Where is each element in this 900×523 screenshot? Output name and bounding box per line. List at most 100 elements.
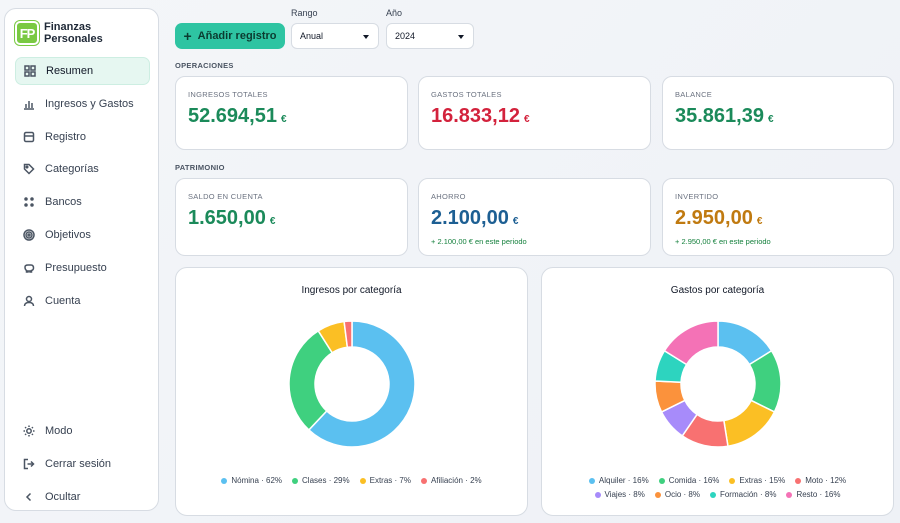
legend-dot — [588, 477, 595, 484]
add-record-button[interactable]: + Añadir registro — [175, 23, 285, 49]
legend-dot — [658, 477, 665, 484]
legend-label: Moto · 12% — [805, 476, 847, 485]
legend-item-afiliacion[interactable]: Afiliación · 2% — [420, 476, 482, 485]
legend-item-ocio[interactable]: Ocio · 8% — [654, 490, 700, 499]
year-select[interactable]: 2024 — [386, 23, 474, 49]
legend-item-moto[interactable]: Moto · 12% — [795, 476, 846, 485]
legend-item-extras[interactable]: Extras · 15% — [729, 476, 785, 485]
sidebar-item-modo[interactable]: Modo — [15, 417, 150, 445]
range-value: Anual — [300, 31, 324, 41]
card-label: AHORRO — [431, 192, 466, 201]
legend-item-alquiler[interactable]: Alquiler · 16% — [588, 476, 649, 485]
legend-dot — [359, 477, 366, 484]
sidebar-item-label: Ocultar — [45, 490, 81, 503]
card-label: GASTOS TOTALES — [431, 90, 502, 99]
sidebar-item-categorias[interactable]: Categorías — [15, 155, 150, 183]
gastos-totales-card: GASTOS TOTALES 16.833,12 € — [418, 76, 651, 150]
ingresos-legend: Nómina · 62% Clases · 29% Extras · 7% Afili… — [176, 476, 527, 490]
legend-dot — [221, 477, 228, 484]
legend-item-nomina[interactable]: Nómina · 62% — [221, 476, 282, 485]
gastos-donut-chart — [654, 320, 782, 448]
legend-row: Alquiler · 16% Comida · 16% Extras · 15% Mo… — [542, 476, 893, 485]
sidebar-item-resumen[interactable]: Resumen — [15, 57, 150, 85]
sidebar-item-objetivos[interactable]: Objetivos — [15, 221, 150, 249]
legend-row: Viajes · 8% Ocio · 8% Formación · 8% Resto … — [542, 490, 893, 499]
piggy-bank-icon — [23, 262, 35, 274]
gastos-legend: Alquiler · 16% Comida · 16% Extras · 15% Mo… — [542, 476, 893, 504]
sidebar-item-bancos[interactable]: Bancos — [15, 188, 150, 216]
section-patrimonio: PATRIMONIO — [175, 163, 225, 172]
user-icon — [23, 295, 35, 307]
sidebar-item-cuenta[interactable]: Cuenta — [15, 287, 150, 315]
legend-label: Alquiler · 16% — [598, 476, 649, 485]
legend-item-viajes[interactable]: Viajes · 8% — [594, 490, 645, 499]
sidebar: FP Finanzas Personales Resumen Ingresos … — [4, 8, 159, 511]
sidebar-item-label: Objetivos — [45, 228, 91, 241]
saldo-cuenta-value: 1.650,00 € — [188, 207, 276, 229]
legend-item-resto[interactable]: Resto · 16% — [786, 490, 840, 499]
ingresos-totales-card: INGRESOS TOTALES 52.694,51 € — [175, 76, 408, 150]
bar-chart-icon — [23, 98, 35, 110]
legend-row: Nómina · 62% Clases · 29% Extras · 7% Afili… — [176, 476, 527, 485]
ahorro-card: AHORRO 2.100,00 € + 2.100,00 € en este pe… — [418, 178, 651, 256]
year-value: 2024 — [395, 31, 416, 41]
chevron-down-icon — [363, 35, 369, 39]
legend-label: Formación · 8% — [719, 490, 777, 499]
add-record-label: Añadir registro — [197, 30, 277, 42]
sidebar-item-cerrar-sesion[interactable]: Cerrar sesión — [15, 450, 150, 478]
legend-dot — [729, 477, 736, 484]
legend-item-extras[interactable]: Extras · 7% — [359, 476, 411, 485]
slice-resto[interactable] — [663, 320, 719, 366]
slice-afiliacion[interactable] — [343, 320, 353, 349]
legend-dot — [420, 477, 427, 484]
sidebar-item-label: Registro — [45, 130, 86, 143]
legend-dot — [654, 491, 661, 498]
chart-title: Ingresos por categoría — [301, 285, 402, 296]
legend-item-comida[interactable]: Comida · 16% — [658, 476, 720, 485]
legend-item-clases[interactable]: Clases · 29% — [292, 476, 350, 485]
legend-dot — [594, 491, 601, 498]
balance-value: 35.861,39 € — [675, 105, 774, 127]
section-operaciones: OPERACIONES — [175, 61, 234, 70]
gastos-totales-value: 16.833,12 € — [431, 105, 530, 127]
legend-label: Nómina · 62% — [231, 476, 283, 485]
sidebar-item-label: Cerrar sesión — [45, 457, 112, 470]
saldo-cuenta-card: SALDO EN CUENTA 1.650,00 € — [175, 178, 408, 256]
sidebar-item-ingresos-gastos[interactable]: Ingresos y Gastos — [15, 90, 150, 118]
brand: FP Finanzas Personales — [15, 21, 124, 45]
chevron-down-icon — [458, 35, 464, 39]
sidebar-item-label: Resumen — [46, 65, 94, 77]
sidebar-item-presupuesto[interactable]: Presupuesto — [15, 254, 150, 282]
year-label: Año — [386, 8, 403, 18]
legend-dot — [292, 477, 299, 484]
legend-item-formacion[interactable]: Formación · 8% — [709, 490, 777, 499]
sidebar-item-label: Ingresos y Gastos — [45, 97, 134, 110]
sidebar-item-label: Presupuesto — [45, 261, 107, 274]
plus-icon: + — [183, 28, 192, 44]
legend-label: Afiliación · 2% — [430, 476, 482, 485]
sun-icon — [23, 425, 35, 437]
sidebar-item-registro[interactable]: Registro — [15, 123, 150, 151]
range-select[interactable]: Anual — [291, 23, 379, 49]
slice-nomina[interactable] — [307, 320, 416, 448]
sidebar-item-label: Cuenta — [45, 294, 81, 307]
tag-icon — [23, 163, 35, 175]
database-icon — [23, 131, 35, 143]
ingresos-totales-value: 52.694,51 € — [188, 105, 287, 127]
legend-label: Extras · 15% — [739, 476, 786, 485]
legend-label: Resto · 16% — [796, 490, 841, 499]
legend-dot — [795, 477, 802, 484]
ahorro-period-change: + 2.100,00 € en este periodo — [431, 237, 527, 246]
sidebar-item-ocultar[interactable]: Ocultar — [15, 483, 150, 511]
card-label: SALDO EN CUENTA — [188, 192, 263, 201]
dots-icon — [23, 196, 35, 208]
app-name: Finanzas Personales — [44, 21, 103, 45]
sidebar-item-label: Modo — [45, 425, 73, 437]
ingresos-donut-chart — [288, 320, 416, 448]
legend-label: Comida · 16% — [668, 476, 720, 485]
ahorro-value: 2.100,00 € — [431, 207, 519, 229]
app-logo: FP — [15, 21, 39, 45]
main-nav: Resumen Ingresos y Gastos Registro Categ… — [15, 57, 150, 319]
range-label: Rango — [291, 8, 318, 18]
invertido-value: 2.950,00 € — [675, 207, 763, 229]
